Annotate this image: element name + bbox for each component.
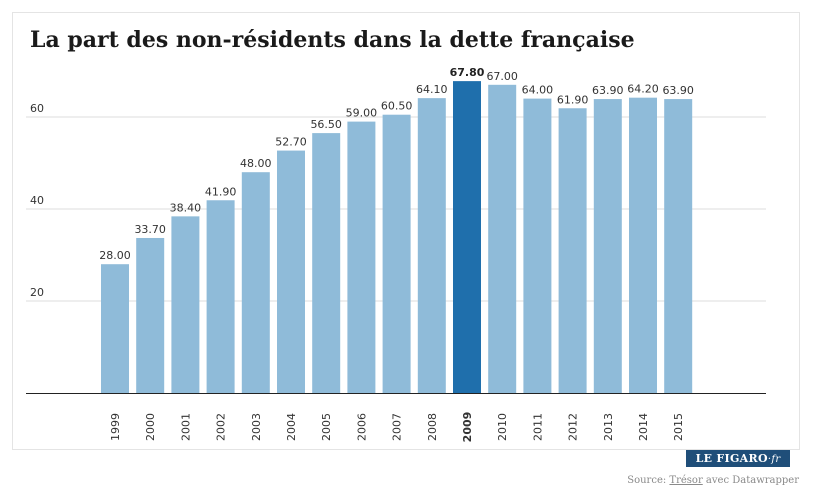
value-label-2006: 59.00 — [346, 107, 378, 120]
x-tick-label-2013: 2013 — [602, 413, 615, 441]
le-figaro-logo[interactable]: LE FIGARO·fr — [686, 450, 790, 467]
value-label-2007: 60.50 — [381, 100, 413, 113]
source-prefix: Source: — [627, 475, 667, 486]
value-label-2014: 64.20 — [627, 83, 659, 96]
x-tick-label-2008: 2008 — [426, 413, 439, 441]
value-label-2003: 48.00 — [240, 157, 272, 170]
value-label-2015: 63.90 — [662, 84, 694, 97]
bar-2014 — [629, 97, 657, 394]
bar-2003 — [241, 172, 270, 393]
bar-2012 — [558, 108, 587, 393]
bar-2011 — [523, 98, 552, 393]
bar-2009 — [453, 81, 481, 394]
x-tick-label-2010: 2010 — [496, 413, 509, 441]
x-tick-label-2004: 2004 — [285, 413, 298, 441]
value-label-2010: 67.00 — [486, 70, 518, 83]
x-tick-label-2006: 2006 — [355, 413, 368, 441]
x-tick-label-1999: 1999 — [109, 413, 122, 441]
chart-title: La part des non-résidents dans la dette … — [30, 27, 635, 53]
x-tick-label-2003: 2003 — [250, 413, 263, 441]
x-tick-label-2000: 2000 — [144, 413, 157, 441]
source-suffix: avec Datawrapper — [705, 475, 799, 486]
value-label-1999: 28.00 — [99, 249, 131, 262]
x-tick-label-2014: 2014 — [637, 413, 650, 441]
x-tick-label-2002: 2002 — [215, 413, 228, 441]
x-tick-label-2011: 2011 — [531, 413, 544, 441]
x-tick-label-2001: 2001 — [179, 413, 192, 441]
y-tick-label-40: 40 — [30, 194, 44, 207]
value-label-2001: 38.40 — [170, 201, 202, 214]
value-label-2005: 56.50 — [310, 118, 342, 131]
bar-2006 — [347, 121, 376, 393]
bar-2013 — [593, 99, 622, 393]
value-label-2004: 52.70 — [275, 136, 307, 149]
x-tick-label-2012: 2012 — [567, 413, 580, 441]
value-label-2012: 61.90 — [557, 93, 589, 106]
logo-text: LE FIGARO — [695, 452, 768, 465]
value-label-2000: 33.70 — [134, 223, 166, 236]
x-tick-label-2009: 2009 — [461, 412, 474, 443]
x-tick-label-2007: 2007 — [391, 413, 404, 441]
bar-2004 — [277, 150, 305, 393]
bar-2015 — [664, 99, 693, 393]
bar-2007 — [382, 114, 411, 393]
y-tick-label-60: 60 — [30, 102, 44, 115]
value-label-2011: 64.00 — [522, 84, 554, 97]
value-label-2008: 64.10 — [416, 83, 448, 96]
bar-2008 — [417, 98, 446, 393]
source-line: Source: Trésor avec Datawrapper — [627, 475, 799, 486]
bar-1999 — [101, 264, 129, 393]
x-tick-label-2015: 2015 — [672, 413, 685, 441]
source-link[interactable]: Trésor — [669, 475, 703, 486]
logo-suffix: ·fr — [767, 454, 781, 465]
value-label-2002: 41.90 — [205, 185, 237, 198]
x-tick-label-2005: 2005 — [320, 413, 333, 441]
value-label-2013: 63.90 — [592, 84, 624, 97]
bar-2000 — [136, 237, 165, 393]
y-tick-label-20: 20 — [30, 286, 44, 299]
bar-2005 — [312, 133, 341, 393]
value-label-2009: 67.80 — [450, 66, 485, 79]
bar-2001 — [171, 216, 200, 393]
bar-2002 — [206, 200, 235, 393]
bar-2010 — [488, 84, 517, 394]
